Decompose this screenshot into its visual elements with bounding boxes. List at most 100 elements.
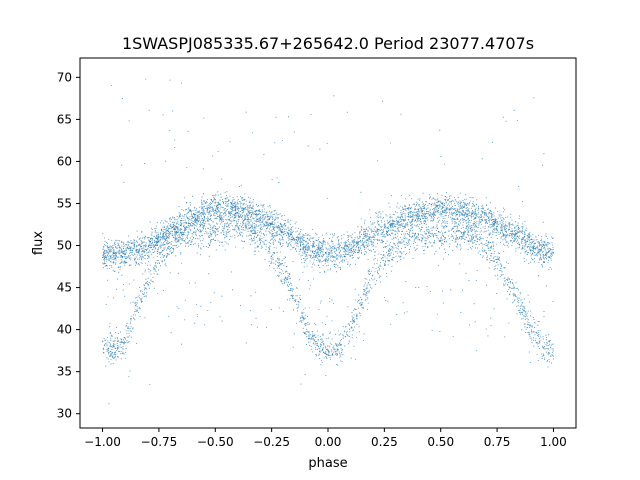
data-point — [111, 349, 113, 351]
data-point — [265, 248, 267, 251]
data-point — [421, 215, 423, 217]
data-point — [393, 225, 395, 227]
data-point — [543, 262, 545, 264]
data-point — [491, 216, 493, 218]
data-point — [263, 233, 265, 236]
data-point — [416, 217, 418, 219]
data-point — [464, 211, 466, 213]
data-point — [513, 230, 515, 232]
data-point — [250, 219, 252, 221]
data-point — [215, 249, 217, 251]
data-point — [194, 209, 196, 211]
data-point — [231, 204, 234, 206]
data-point — [364, 230, 366, 232]
data-point — [516, 313, 518, 315]
data-point — [419, 223, 421, 225]
data-point — [106, 250, 108, 252]
data-point — [149, 283, 151, 285]
data-point — [295, 221, 297, 223]
data-point — [128, 256, 130, 258]
data-point — [402, 206, 404, 208]
data-point — [505, 232, 507, 234]
data-point — [228, 212, 230, 214]
data-point — [242, 224, 244, 227]
data-point — [500, 225, 502, 227]
data-point — [292, 226, 294, 228]
data-point — [517, 224, 519, 226]
data-point — [319, 250, 321, 252]
data-point — [220, 196, 222, 198]
data-point — [424, 245, 426, 247]
data-point — [349, 254, 351, 256]
data-point — [110, 256, 112, 259]
data-point — [455, 235, 457, 237]
data-point — [530, 239, 532, 241]
data-point — [151, 249, 153, 251]
data-point — [517, 310, 519, 312]
data-point — [344, 248, 346, 251]
data-point — [458, 211, 460, 213]
data-point — [302, 247, 304, 249]
data-point — [299, 231, 302, 233]
data-point — [430, 212, 432, 214]
data-point — [322, 349, 324, 351]
data-point — [188, 223, 190, 225]
data-point — [277, 226, 279, 228]
data-point — [492, 225, 494, 227]
data-point — [551, 251, 553, 253]
data-point — [380, 233, 382, 235]
data-point — [250, 209, 252, 211]
data-point — [325, 247, 327, 249]
data-point — [515, 225, 517, 228]
data-point — [121, 251, 123, 253]
data-point — [279, 238, 281, 240]
data-point — [497, 278, 499, 280]
data-point — [133, 245, 135, 248]
data-point — [400, 214, 402, 216]
data-point — [287, 226, 289, 228]
data-point — [256, 215, 258, 217]
data-point — [331, 254, 333, 257]
data-point — [382, 241, 384, 243]
data-point — [113, 346, 115, 348]
data-point — [322, 334, 324, 336]
data-point — [214, 218, 216, 220]
data-point — [155, 232, 157, 234]
data-point — [137, 249, 139, 251]
data-point — [267, 225, 269, 227]
data-point — [496, 226, 498, 228]
data-point — [127, 248, 129, 250]
data-point — [467, 226, 470, 228]
data-point — [514, 221, 517, 223]
data-point — [245, 227, 248, 229]
data-point — [212, 232, 214, 234]
data-point — [493, 257, 495, 259]
data-point — [390, 242, 392, 244]
data-point — [167, 232, 170, 234]
data-point — [444, 209, 446, 211]
data-point — [112, 258, 114, 260]
data-point — [369, 233, 371, 236]
data-point — [250, 207, 252, 209]
data-point — [448, 215, 450, 217]
data-point — [310, 241, 312, 243]
data-point — [159, 222, 162, 224]
data-point — [485, 211, 487, 213]
data-point — [474, 217, 477, 219]
data-point — [481, 205, 483, 207]
data-point — [146, 252, 148, 254]
data-point — [286, 235, 288, 237]
data-point — [209, 213, 211, 215]
data-point — [104, 245, 106, 247]
data-point — [256, 210, 258, 212]
data-point — [271, 238, 274, 240]
data-point — [458, 236, 461, 239]
data-point — [157, 237, 159, 239]
data-point — [390, 220, 392, 222]
data-point — [481, 220, 483, 222]
data-point — [268, 215, 270, 218]
data-point — [485, 222, 487, 225]
data-point — [237, 221, 239, 223]
data-point — [469, 200, 471, 202]
data-point — [152, 268, 154, 270]
